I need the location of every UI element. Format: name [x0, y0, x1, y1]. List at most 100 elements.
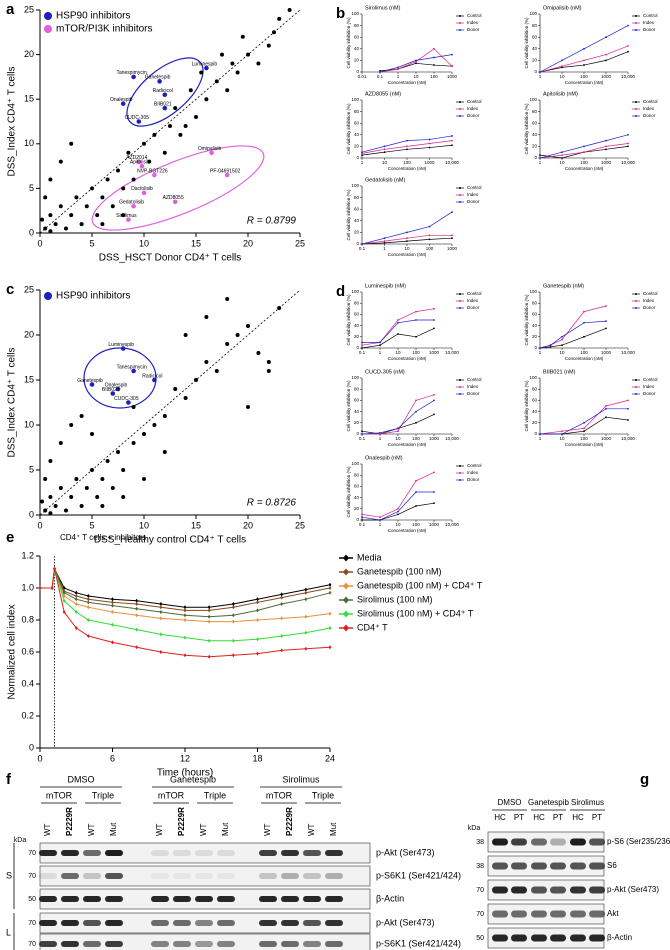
lane-label: PT: [553, 813, 563, 822]
x-axis-label: Concentration (nM): [388, 528, 427, 533]
point: [280, 602, 284, 606]
y-tick-label: 0: [356, 345, 359, 350]
point: [40, 499, 45, 504]
legend-label: Control: [467, 377, 482, 382]
point: [231, 602, 235, 606]
point: [433, 307, 435, 310]
legend-label: Control: [643, 99, 658, 104]
point: [183, 608, 187, 613]
point: [110, 486, 115, 490]
point: [304, 587, 308, 592]
point: [183, 613, 187, 618]
point: [142, 432, 146, 436]
x-tick-label: 100: [412, 522, 420, 527]
point: [74, 594, 78, 598]
legend-marker: [635, 293, 637, 295]
lane-label: HC: [494, 813, 506, 822]
legend-label: Ganetespib (100 nM): [357, 566, 442, 576]
point: [583, 421, 585, 424]
y-tick-label: 80: [354, 109, 360, 114]
point: [230, 61, 235, 66]
x-tick-label: 0.1: [359, 436, 366, 441]
x-tick-label: 1000: [429, 436, 440, 441]
x-tick-label: 10: [395, 522, 401, 527]
band: [511, 910, 527, 918]
band: [589, 934, 605, 942]
legend-label: Control: [467, 291, 482, 296]
band: [83, 850, 101, 856]
point: [627, 24, 629, 27]
point: [135, 613, 139, 618]
point: [561, 338, 563, 341]
group-label: DMSO: [68, 774, 95, 784]
legend-marker: [343, 610, 349, 618]
point-label: NVP-BGT226: [137, 168, 168, 174]
lane-label: P2229R: [177, 807, 186, 836]
point: [207, 608, 211, 613]
x-tick-label: 10: [139, 238, 149, 248]
legend-label: Control: [643, 13, 658, 18]
point: [451, 135, 453, 137]
series-line: [539, 45, 629, 73]
x-tick-label: 10: [404, 246, 410, 251]
point: [627, 419, 629, 421]
legend-marker: [635, 307, 637, 309]
y-tick-label: 80: [532, 386, 538, 391]
legend-label: Index: [467, 20, 479, 25]
chart-title: Sirolimus (nM): [365, 5, 401, 11]
x-tick-label: 10,000: [621, 74, 635, 79]
legend-label: Sirolimus (100 nM): [357, 594, 433, 604]
point: [178, 132, 183, 137]
x-tick-label: 100: [580, 350, 588, 355]
point: [110, 391, 116, 396]
point: [397, 68, 399, 70]
point: [204, 360, 209, 364]
legend-marker: [459, 29, 461, 31]
x-tick-label: 1: [539, 436, 542, 441]
chart-title: CUCD-305 (nM): [365, 369, 405, 375]
legend-marker: [459, 187, 461, 189]
point: [627, 145, 629, 148]
point: [415, 421, 417, 424]
x-tick-label: 1000: [429, 522, 440, 527]
point: [379, 431, 381, 434]
point: [90, 468, 94, 472]
point: [74, 590, 78, 595]
legend-marker: [459, 15, 461, 17]
point: [361, 430, 363, 433]
lane-label: Mut: [109, 822, 118, 836]
point: [428, 142, 431, 145]
row-label: Akt: [607, 909, 619, 918]
legend-label: Sirolimus (100 nM) + CD4⁺ T: [357, 608, 474, 618]
marker-label: 70: [28, 873, 36, 880]
point: [361, 519, 363, 521]
point-label: Tanespimycin: [116, 364, 147, 370]
point: [379, 519, 381, 521]
band: [151, 920, 169, 926]
legend-label: HSP90 inhibitors: [56, 11, 130, 22]
point: [136, 159, 142, 164]
x-axis-label: Concentration (nM): [565, 166, 604, 171]
panel-label: a: [6, 1, 15, 18]
point: [43, 508, 48, 513]
point: [277, 306, 282, 310]
marker-label: 70: [476, 911, 484, 918]
x-tick-label: 0.1: [359, 522, 366, 527]
row-label: β-Actin: [607, 933, 632, 942]
x-tick-label: 10: [559, 350, 565, 355]
panel-label: e: [6, 529, 14, 546]
y-tick-label: 0.6: [21, 646, 34, 656]
band: [492, 934, 508, 942]
point: [235, 70, 240, 75]
point-label: Ganetespib: [77, 378, 103, 384]
y-axis-label: Cell viability inhibition (%): [346, 17, 351, 69]
point: [111, 622, 114, 627]
lane-label: WT: [87, 823, 96, 836]
x-tick-label: 100: [403, 160, 411, 165]
legend-label: Ganetespib (100 nM) + CD4⁺ T: [357, 580, 483, 590]
legend-label: CD4⁺ T: [357, 622, 388, 632]
point: [397, 333, 399, 335]
point: [159, 616, 163, 621]
point: [53, 504, 58, 508]
y-tick-label: 0: [356, 517, 359, 522]
